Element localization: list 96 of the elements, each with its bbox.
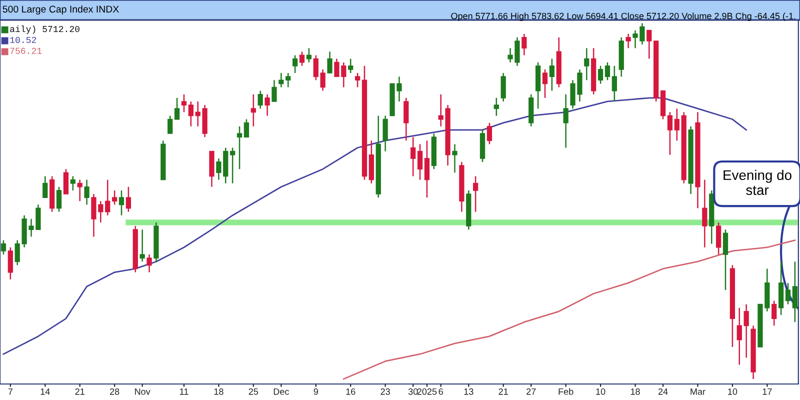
candlestick — [63, 168, 69, 195]
x-tick-label: 30 — [408, 388, 418, 395]
candlestick — [244, 118, 250, 138]
candlestick — [320, 68, 326, 92]
candlestick — [181, 94, 187, 113]
candlestick — [646, 30, 652, 60]
x-tick-label: 17 — [762, 388, 772, 395]
candlestick — [785, 282, 791, 305]
candlestick — [424, 140, 430, 198]
x-tick-label: 21 — [75, 388, 84, 395]
candlestick — [549, 58, 555, 92]
candlestick — [292, 54, 298, 74]
x-tick-label: 11 — [180, 388, 188, 395]
legend-label: 756.21 — [10, 48, 42, 54]
candlestick — [598, 65, 604, 84]
candlestick — [354, 72, 360, 88]
candlestick — [306, 47, 312, 63]
annotation: Evening do star — [724, 170, 792, 196]
candlestick — [70, 176, 76, 192]
candlestick — [792, 260, 798, 323]
candlestick — [612, 65, 617, 102]
candlestick — [8, 246, 13, 280]
candlestick — [772, 300, 777, 326]
candlestick — [404, 97, 409, 142]
candlestick — [168, 115, 173, 134]
candlestick — [77, 179, 82, 202]
candlestick — [472, 176, 478, 212]
x-tick-label: 18 — [214, 388, 224, 395]
x-tick-label: 25 — [248, 388, 258, 395]
candlestick — [500, 72, 506, 102]
x-tick-label: 10 — [596, 388, 606, 395]
candlestick — [736, 307, 742, 366]
candlestick — [56, 186, 62, 212]
candlestick — [716, 222, 722, 256]
candlestick — [410, 136, 416, 177]
candlestick — [542, 68, 548, 99]
x-tick-label: 16 — [346, 388, 356, 395]
x-tick-label: Mar — [690, 388, 706, 395]
candlestick — [327, 51, 332, 74]
candlestick — [382, 115, 388, 152]
x-tick-label: 6 — [438, 388, 443, 395]
candlestick — [522, 33, 527, 56]
x-tick-label: Dec — [274, 388, 289, 395]
chart-title: 500 Large Cap Index INDX — [2, 5, 119, 15]
x-tick-label: 21 — [498, 388, 508, 395]
candlestick — [584, 47, 590, 81]
candlestick — [0, 240, 6, 256]
candlestick — [42, 176, 48, 198]
candlestick — [126, 186, 132, 212]
candlestick — [417, 144, 423, 180]
candlestick — [452, 144, 458, 174]
candlestick — [667, 112, 673, 156]
candlestick — [563, 94, 568, 148]
candlestick — [604, 62, 610, 81]
legend-label: 10.52 — [10, 36, 36, 44]
candlestick — [118, 190, 124, 216]
x-tick-label: 23 — [380, 388, 390, 395]
x-tick-label: 27 — [526, 388, 536, 395]
candlestick — [272, 80, 277, 102]
x-tick-label: 28 — [110, 388, 120, 395]
candlestick — [702, 179, 708, 248]
candlestick — [286, 72, 291, 88]
candlestick — [112, 190, 118, 206]
candlestick — [188, 100, 194, 128]
candlestick — [299, 51, 305, 67]
candlestick — [230, 147, 236, 184]
x-tick-label: 7 — [8, 388, 12, 395]
x-tick-label: 24 — [658, 388, 668, 395]
x-tick-label: 10 — [728, 388, 738, 395]
candlestick — [744, 304, 749, 358]
x-tick-label: 18 — [630, 388, 640, 395]
candlestick — [140, 228, 145, 262]
legend-label: aily) 5712.20 — [10, 25, 80, 34]
x-tick-label: 13 — [464, 388, 474, 395]
candlestick — [626, 33, 631, 49]
candlestick — [264, 94, 270, 116]
candlestick — [236, 126, 242, 170]
candlestick — [722, 228, 728, 291]
chart-subtitle: Open 5771.66 High 5783.62 Low 5694.41 Close 5712.20 Volume 2.9B Chg -64.45 (-1. — [451, 12, 796, 22]
x-tick-label: 2025 — [417, 388, 437, 395]
candlestick — [278, 72, 284, 88]
candlestick — [174, 97, 180, 120]
x-tick-label: Feb — [558, 388, 574, 395]
x-tick-label: Nov — [135, 388, 150, 395]
candlestick — [486, 122, 492, 145]
candlestick — [84, 179, 90, 206]
candlestick — [250, 94, 256, 128]
candlestick — [348, 58, 354, 74]
candlestick — [258, 90, 263, 110]
x-tick-label: 14 — [40, 388, 50, 395]
candlestick — [105, 179, 110, 216]
candlestick — [494, 97, 499, 116]
candlestick — [313, 54, 318, 81]
x-tick-label: 9 — [314, 388, 318, 395]
candlestick — [146, 254, 152, 273]
candlestick — [674, 108, 680, 142]
